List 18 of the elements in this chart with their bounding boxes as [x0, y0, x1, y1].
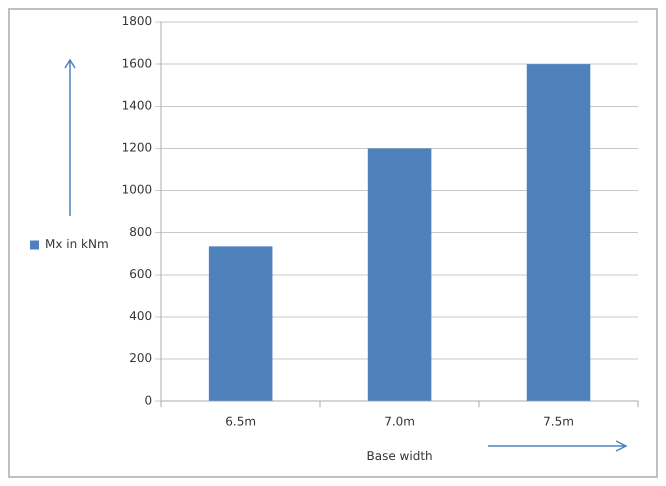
x-axis-title: Base width [366, 448, 433, 463]
y-tick-label: 1600 [122, 56, 152, 70]
y-tick-label: 600 [129, 266, 152, 281]
y-tick-label: 0 [144, 393, 152, 408]
x-tick-label: 7.0m [384, 414, 415, 429]
bar [526, 64, 590, 401]
bar [368, 148, 432, 401]
legend-label: Mx in kNm [45, 237, 109, 252]
y-tick-label: 1200 [122, 140, 152, 155]
x-tick-label: 7.5m [543, 414, 574, 429]
y-tick-label: 800 [129, 224, 152, 239]
bar [208, 246, 272, 401]
y-tick-label: 400 [129, 309, 152, 324]
y-tick-label: 200 [129, 351, 152, 366]
x-tick-label: 6.5m [225, 414, 256, 429]
y-tick-label: 1800 [122, 14, 152, 28]
y-tick-label: 1400 [122, 98, 152, 112]
y-tick-label: 1000 [122, 182, 152, 197]
